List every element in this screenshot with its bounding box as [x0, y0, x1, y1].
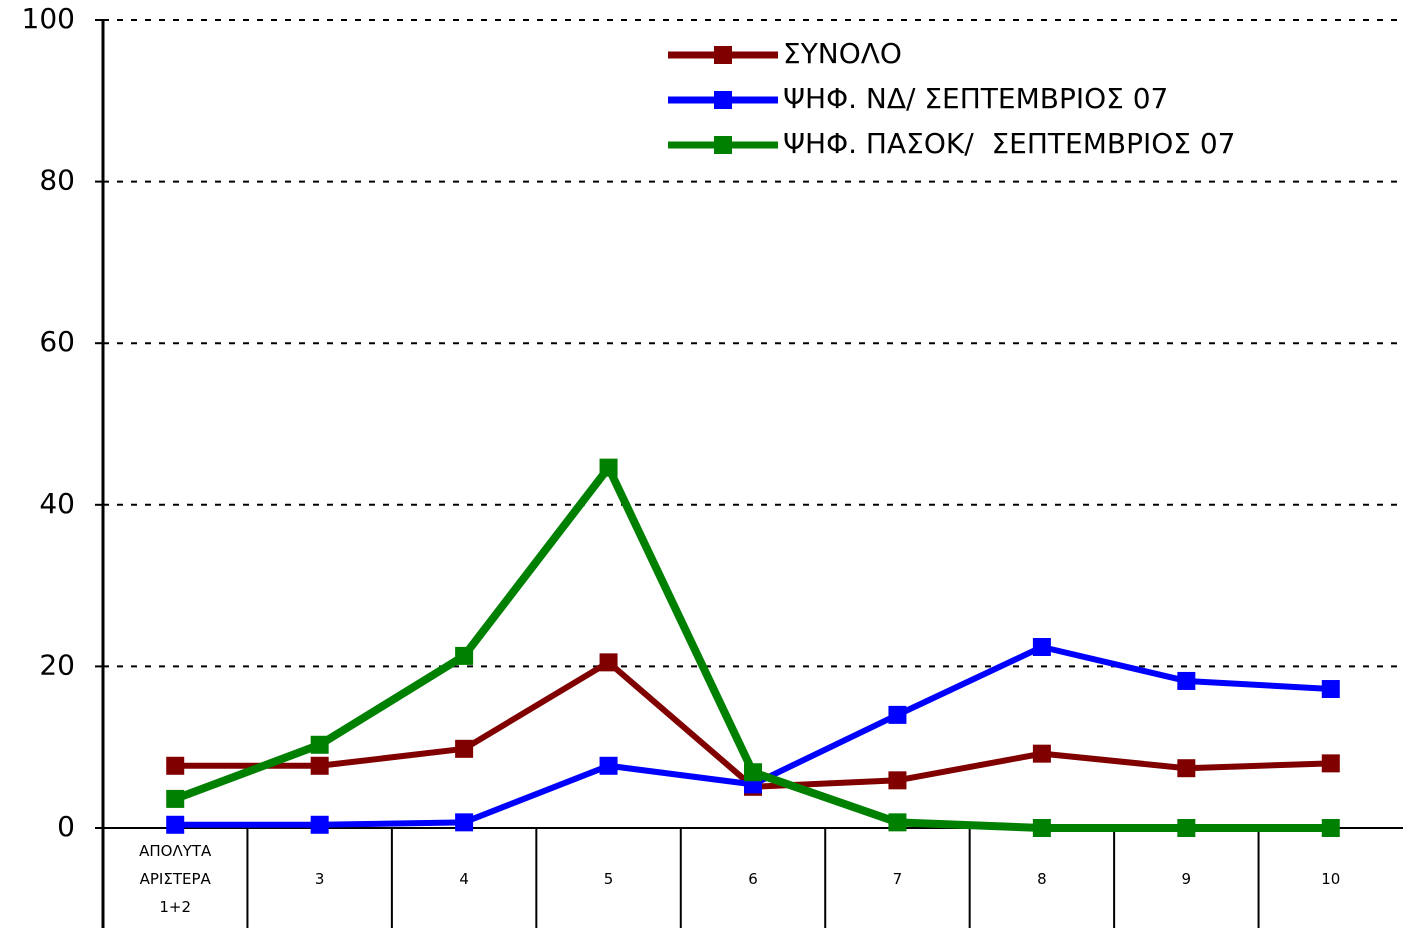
x-tick-text: 5 — [603, 870, 614, 888]
x-tick-text: ΑΠΟΛΥΤΑ ΑΡΙΣΤΕΡΑ 1+2 — [139, 842, 212, 916]
marker — [1177, 671, 1196, 690]
legend-marker — [714, 136, 732, 154]
x-tick-text: 10 — [1321, 870, 1341, 888]
x-tick-label: 4 — [392, 830, 536, 928]
marker — [455, 739, 474, 758]
marker — [1032, 638, 1051, 657]
marker — [166, 789, 185, 808]
legend-marker — [714, 46, 732, 64]
marker — [1177, 759, 1196, 778]
x-tick-label: 8 — [970, 830, 1114, 928]
x-tick-label: ΑΠΟΛΥΤΑ ΑΡΙΣΤΕΡΑ 1+2 — [103, 830, 247, 928]
x-tick-label: 7 — [825, 830, 969, 928]
legend-label: ΨΗΦ. ΝΔ/ ΣΕΠΤΕΜΒΡΙΟΣ 07 — [783, 82, 1168, 115]
marker — [310, 735, 329, 754]
marker — [455, 646, 474, 665]
marker — [888, 771, 907, 790]
marker — [455, 813, 474, 832]
x-tick-text: 4 — [459, 870, 469, 888]
marker — [1032, 744, 1051, 763]
marker — [888, 705, 907, 724]
x-tick-label: 5 — [536, 830, 680, 928]
legend-label: ΨΗΦ. ΠΑΣΟΚ/ ΣΕΠΤΕΜΒΡΙΟΣ 07 — [783, 127, 1235, 160]
x-tick-label: 9 — [1114, 830, 1258, 928]
marker — [166, 756, 185, 775]
marker — [1321, 819, 1340, 837]
marker — [599, 653, 618, 672]
x-tick-label: 6 — [681, 830, 825, 928]
marker — [310, 815, 329, 834]
y-tick-label: 0 — [57, 810, 75, 843]
marker — [599, 458, 618, 477]
marker — [166, 815, 185, 834]
y-tick-label: 100 — [22, 2, 75, 35]
marker — [310, 756, 329, 775]
x-tick-text: 6 — [748, 870, 758, 888]
marker — [1321, 680, 1340, 699]
marker — [888, 813, 907, 832]
x-tick-text: 9 — [1181, 870, 1192, 888]
x-tick-text: 7 — [892, 870, 903, 888]
marker — [599, 756, 618, 775]
marker — [744, 763, 762, 782]
y-tick-label: 40 — [39, 487, 75, 520]
x-tick-text: 3 — [314, 870, 325, 888]
x-tick-label: 3 — [247, 830, 391, 928]
y-tick-label: 60 — [39, 325, 75, 358]
y-tick-label: 80 — [39, 164, 75, 197]
marker — [1321, 754, 1340, 773]
legend-label: ΣΥΝΟΛΟ — [783, 37, 902, 70]
x-tick-label: 10 — [1259, 830, 1403, 928]
x-tick-text: 8 — [1037, 870, 1047, 888]
legend-marker — [714, 91, 732, 109]
marker — [1177, 819, 1196, 837]
series-line — [175, 644, 1331, 828]
y-tick-label: 20 — [39, 648, 75, 681]
marker — [1032, 819, 1051, 837]
